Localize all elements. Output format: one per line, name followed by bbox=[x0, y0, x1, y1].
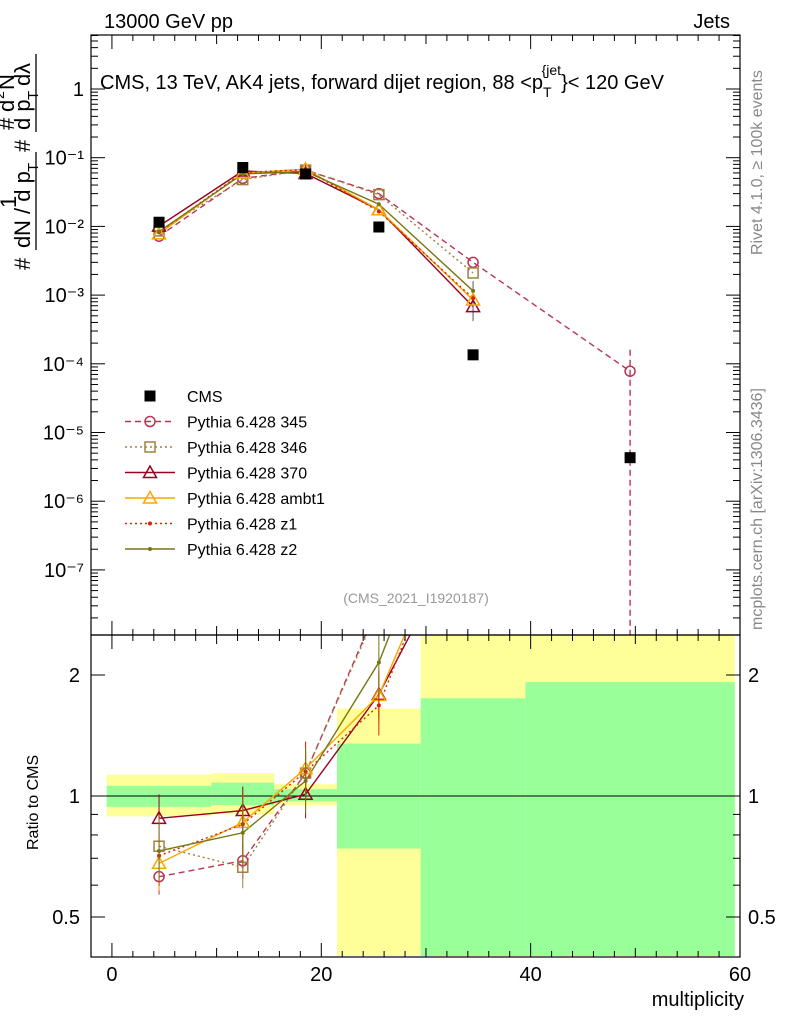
ratio-point bbox=[240, 830, 245, 835]
chart-title: CMS, 13 TeV, AK4 jets, forward dijet reg… bbox=[100, 62, 665, 100]
cms-data-point bbox=[624, 452, 636, 464]
svg-text:λ: λ bbox=[10, 63, 35, 74]
ratio-point bbox=[376, 703, 381, 708]
svg-text:d: d bbox=[10, 236, 35, 248]
data-point bbox=[624, 365, 636, 377]
ratio-y-tick-label-right: 0.5 bbox=[748, 907, 776, 929]
ratio-point bbox=[467, 468, 480, 480]
legend-label: Pythia 6.428 ambt1 bbox=[187, 491, 325, 508]
cms-data-point bbox=[467, 349, 479, 361]
ratio-y-tick-label-right: 2 bbox=[748, 665, 759, 687]
side-text-bottom: mcplots.cern.ch [arXiv:1306.3436] bbox=[749, 388, 766, 630]
header-left: 13000 GeV pp bbox=[104, 11, 233, 33]
ratio-y-tick-label-right: 1 bbox=[748, 786, 759, 808]
svg-text:d: d bbox=[0, 100, 19, 112]
svg-text:N / d p: N / d p bbox=[10, 171, 35, 236]
legend-label: Pythia 6.428 z1 bbox=[187, 517, 297, 534]
legend-marker bbox=[144, 415, 156, 428]
svg-text:T: T bbox=[25, 91, 42, 100]
svg-text:T: T bbox=[25, 163, 42, 172]
cms-data-point bbox=[300, 168, 312, 180]
ratio-y-tick-label: 0.5 bbox=[52, 907, 80, 929]
main-y-axis-label: # d N / d p T 1 # d p T d λ # d 2 N bbox=[0, 54, 42, 270]
legend-marker bbox=[142, 489, 158, 504]
series-line bbox=[158, 170, 474, 308]
ratio-y-tick-label: 1 bbox=[69, 786, 80, 808]
svg-text:#: # bbox=[10, 139, 35, 152]
x-axis-label: multiplicity bbox=[652, 989, 744, 1011]
y-tick-label: 10⁻⁷ bbox=[44, 560, 84, 582]
y-tick-label: 1 bbox=[73, 79, 84, 101]
y-tick-label: 10⁻⁴ bbox=[43, 354, 84, 376]
y-tick-label: 10⁻³ bbox=[45, 285, 85, 307]
ratio-panel-marks bbox=[91, 420, 740, 956]
data-point bbox=[467, 267, 479, 279]
data-point bbox=[376, 202, 381, 207]
legend-marker bbox=[148, 547, 152, 551]
axis-ticks: 0 20 40 60 10⁻⁷ 10⁻⁶ 10⁻⁵ 10⁻⁴ 10⁻³ 10⁻² 10⁻¹ 1 0.5 0… bbox=[43, 35, 776, 986]
legend: CMS Pythia 6.428 345 Pythia 6.428 346 Pythi… bbox=[125, 389, 325, 559]
ratio-y-axis-label: Ratio to CMS bbox=[25, 755, 42, 850]
legend-marker bbox=[144, 441, 156, 453]
ratio-point bbox=[376, 660, 381, 665]
cms-data-point bbox=[373, 221, 385, 233]
svg-text:d: d bbox=[10, 74, 35, 86]
x-tick-label: 20 bbox=[310, 964, 332, 986]
ratio-point bbox=[471, 420, 475, 424]
svg-text:#: # bbox=[0, 117, 19, 130]
series-line bbox=[158, 169, 631, 372]
legend-label: CMS bbox=[187, 389, 223, 406]
cms-data-point bbox=[153, 216, 165, 228]
data-point bbox=[467, 256, 479, 269]
svg-text:#: # bbox=[10, 257, 35, 270]
side-text-top: Rivet 4.1.0, ≥ 100k events bbox=[749, 70, 766, 255]
data-point bbox=[471, 296, 476, 301]
svg-text:1: 1 bbox=[0, 196, 21, 208]
data-point bbox=[151, 225, 167, 240]
ratio-y-tick-label: 2 bbox=[69, 665, 80, 687]
data-point bbox=[371, 201, 387, 216]
data-point bbox=[376, 209, 381, 214]
data-point bbox=[465, 298, 481, 313]
data-point bbox=[471, 288, 476, 293]
legend-marker bbox=[144, 390, 156, 402]
data-point bbox=[157, 229, 162, 234]
svg-text:2: 2 bbox=[0, 91, 7, 99]
legend-marker bbox=[148, 521, 152, 526]
analysis-tag: (CMS_2021_I1920187) bbox=[343, 590, 489, 606]
data-point bbox=[465, 291, 481, 306]
legend-label: Pythia 6.428 345 bbox=[187, 415, 307, 432]
legend-marker bbox=[142, 464, 158, 479]
x-tick-label: 40 bbox=[520, 964, 542, 986]
ratio-band-green bbox=[420, 698, 526, 956]
header-right: Jets bbox=[693, 11, 730, 33]
series-line bbox=[158, 170, 474, 292]
y-tick-label: 10⁻⁶ bbox=[43, 491, 84, 513]
svg-text:N: N bbox=[0, 74, 19, 90]
cms-data-point bbox=[237, 162, 249, 174]
data-point bbox=[373, 188, 385, 201]
y-tick-label: 10⁻¹ bbox=[45, 148, 85, 170]
legend-label: Pythia 6.428 346 bbox=[187, 440, 307, 457]
legend-label: Pythia 6.428 370 bbox=[187, 466, 307, 483]
x-tick-label: 60 bbox=[729, 964, 751, 986]
ratio-point bbox=[303, 778, 308, 783]
ratio-point bbox=[467, 509, 480, 521]
legend-label: Pythia 6.428 z2 bbox=[187, 542, 297, 559]
y-tick-label: 10⁻² bbox=[45, 216, 85, 238]
ratio-point bbox=[471, 465, 475, 469]
main-panel-marks bbox=[151, 161, 636, 635]
svg-text:d p: d p bbox=[10, 99, 35, 130]
x-tick-label: 0 bbox=[106, 964, 117, 986]
y-tick-label: 10⁻⁵ bbox=[43, 423, 84, 445]
ratio-point bbox=[157, 848, 162, 853]
ratio-band-green bbox=[525, 682, 735, 956]
